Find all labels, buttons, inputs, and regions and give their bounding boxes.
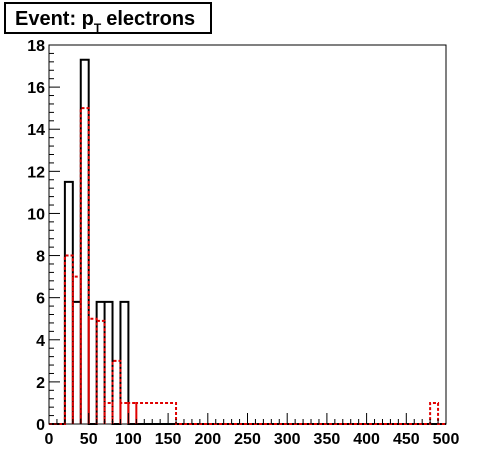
series-1-bin-7: [120, 403, 128, 424]
chart-title-rest: electrons: [106, 8, 196, 30]
x-tick-label: 300: [274, 431, 301, 448]
y-tick-label: 12: [27, 164, 45, 181]
axes-layer: 0 50 100 150 200 250 300 350 400 450 500 0 2 4 6 8 10 12 1…: [27, 38, 459, 448]
y-tick-label: 6: [36, 291, 45, 308]
y-tick-label: 18: [27, 38, 45, 55]
y-tick-label: 10: [27, 206, 45, 223]
x-tick-label: 400: [353, 431, 380, 448]
red-series-layer: [49, 107, 446, 425]
x-tick-label: 500: [433, 431, 460, 448]
series-1-bin-8: [128, 403, 136, 424]
x-tick-label: 100: [115, 431, 142, 448]
x-tick-label: 250: [234, 431, 261, 448]
x-tick-label: 350: [314, 431, 341, 448]
series-1-bin-0: [65, 256, 73, 424]
chart-title-box: Event: pT electrons: [4, 2, 212, 35]
series-1-bin-1: [73, 277, 81, 424]
series-1-bin-9: [136, 403, 176, 424]
series-1-bin-3: [89, 319, 97, 424]
y-tick-label: 4: [36, 333, 45, 350]
x-tick-label: 200: [194, 431, 221, 448]
chart-title-subscript: T: [93, 21, 102, 35]
series-1-outline: [49, 107, 446, 425]
series-1-bin-6: [113, 361, 121, 424]
series-1-bin-4: [97, 321, 105, 424]
chart-title: Event: pT electrons: [15, 8, 196, 35]
y-tick-label: 0: [36, 417, 45, 434]
series-1-bin-2: [81, 108, 89, 424]
chart-title-main: Event: p: [15, 8, 94, 30]
x-tick-label: 150: [155, 431, 182, 448]
y-tick-label: 2: [36, 375, 45, 392]
x-tick-label: 450: [393, 431, 420, 448]
y-tick-label: 16: [27, 80, 45, 97]
series-1-bin-5: [105, 403, 113, 424]
y-tick-label: 14: [27, 122, 45, 139]
y-tick-label: 8: [36, 249, 45, 266]
series-1-bin-10: [430, 403, 438, 424]
x-tick-label: 0: [45, 431, 54, 448]
x-tick-label: 50: [80, 431, 98, 448]
